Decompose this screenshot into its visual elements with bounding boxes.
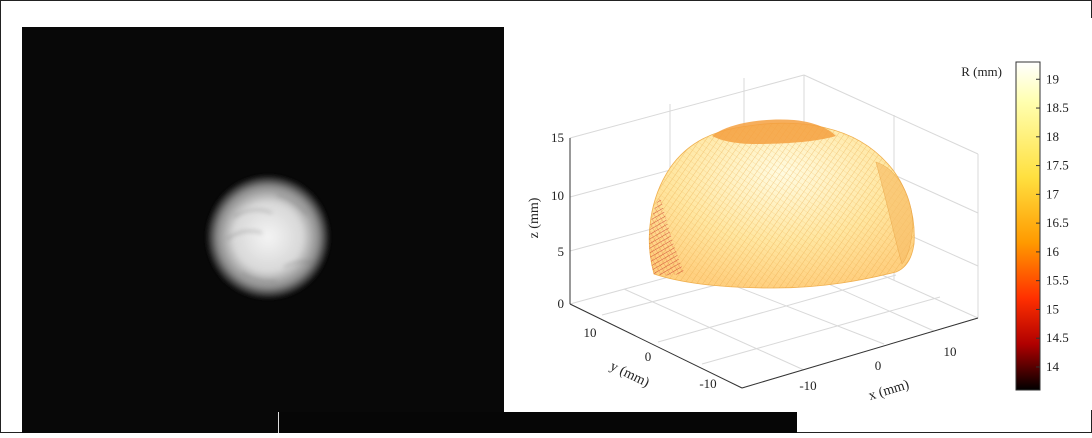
x-ticks: -10 0 10 [799, 344, 956, 393]
y-tick-label: -10 [699, 376, 716, 391]
colorbar-tick-label: 17.5 [1046, 158, 1069, 173]
z-tick-label: 5 [558, 244, 565, 259]
blob-texture [226, 194, 315, 282]
bright-blob [206, 175, 330, 299]
colorbar-gradient [1015, 61, 1041, 391]
grayscale-photo [206, 175, 330, 299]
z-ticks: 15 10 5 0 [551, 130, 564, 311]
z-axis-label: z (mm) [527, 197, 542, 238]
z-tick-label: 0 [558, 296, 565, 311]
colorbar-tick-label: 16 [1046, 244, 1060, 259]
colorbar-label: R (mm) [961, 64, 1002, 79]
surface-plot: 15 10 5 0 z (mm) 10 0 -10 y (mm) -10 0 1… [527, 61, 1069, 404]
colorbar-tick-label: 16.5 [1046, 215, 1069, 230]
colorbar-tick-label: 18.5 [1046, 100, 1069, 115]
colorbar-tick-label: 19 [1046, 71, 1059, 86]
y-tick-label: 0 [645, 349, 652, 364]
z-tick-label: 10 [551, 188, 564, 203]
colorbar: R (mm) 19 18.5 18 17.5 17 16.5 16 15.5 15 14.5 14 [961, 61, 1069, 391]
colorbar-tick-label: 14.5 [1046, 330, 1069, 345]
axis-lines [569, 138, 979, 389]
dome-right-lobe [875, 161, 913, 265]
grayscale-photo-panel [22, 27, 504, 433]
dome-mesh [649, 123, 915, 288]
surface-mesh [648, 119, 915, 289]
colorbar-tick-label: 15 [1046, 301, 1059, 316]
bottom-dark-strip [278, 412, 797, 433]
x-tick-label: 10 [944, 344, 957, 359]
y-tick-label: 10 [584, 325, 597, 340]
colorbar-tick-label: 14 [1046, 359, 1060, 374]
y-ticks: 10 0 -10 [584, 325, 717, 391]
z-tick-label: 15 [551, 130, 564, 145]
x-tick-label: 0 [875, 358, 882, 373]
surface-plot-panel: 15 10 5 0 z (mm) 10 0 -10 y (mm) -10 0 1… [504, 18, 1092, 410]
colorbar-tick-label: 18 [1046, 129, 1059, 144]
dome-left-flank [649, 196, 684, 276]
colorbar-tick-label: 17 [1046, 186, 1060, 201]
x-tick-label: -10 [799, 378, 816, 393]
colorbar-tick-label: 15.5 [1046, 273, 1069, 288]
x-axis-label: x (mm) [867, 377, 911, 404]
dome-top-cap [712, 119, 836, 144]
